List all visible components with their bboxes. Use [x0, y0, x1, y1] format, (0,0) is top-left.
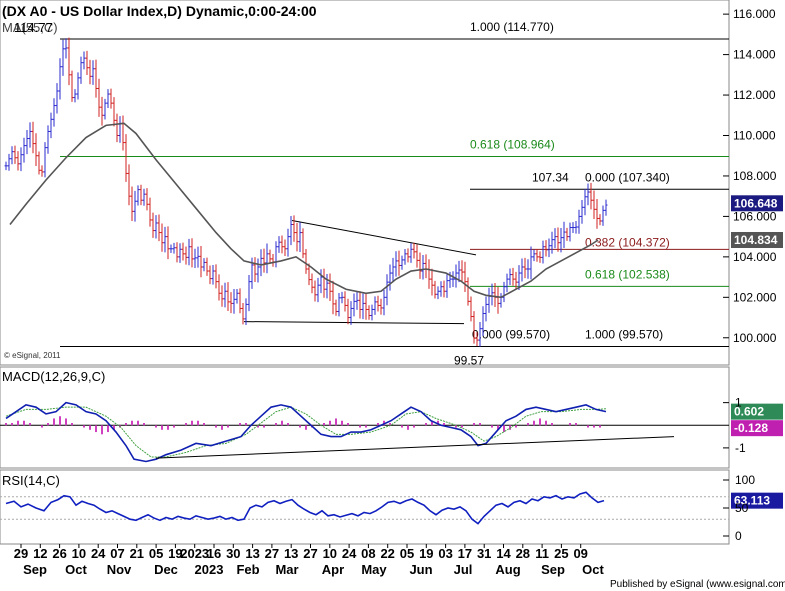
price-tick-label: 104.000	[733, 250, 777, 264]
x-tick-label: 31	[477, 546, 491, 561]
rsi-tick-label: 0	[735, 529, 742, 543]
publisher-credit: Published by eSignal (www.esignal.com)	[610, 579, 785, 590]
x-tick-label: 27	[265, 546, 279, 561]
x-tick-label: 19	[419, 546, 433, 561]
macd-signal-line	[5, 406, 607, 458]
price-trendline	[291, 219, 477, 256]
x-month-label: Jun	[409, 562, 432, 577]
chart-title: (DX A0 - US Dollar Index,D) Dynamic,0:00…	[2, 3, 317, 19]
x-tick-label: 24	[91, 546, 106, 561]
x-tick-label: 2023	[180, 546, 209, 561]
x-tick-label: 30	[226, 546, 240, 561]
x-tick-label: 21	[130, 546, 144, 561]
price-trendline	[243, 321, 465, 325]
price-tick-label: 100.000	[733, 331, 777, 345]
price-tick-label: 116.000	[733, 7, 776, 21]
rsi-value-badge-bg	[731, 492, 783, 509]
x-month-label: Jul	[454, 562, 473, 577]
rsi-panel-frame	[0, 469, 730, 545]
fib-label: 0.618 (108.964)	[470, 137, 555, 151]
macd-hist-badge-bg	[731, 420, 783, 437]
macd-line	[5, 401, 607, 463]
macd-tick-label: -1	[735, 441, 746, 455]
last-price-badge: 106.648	[734, 196, 778, 210]
x-tick-label: 16	[207, 546, 221, 561]
axis-layer: 116.000 114.000 112.000 110.000 108.000 106.0…	[14, 7, 777, 577]
x-tick-label: 09	[573, 546, 587, 561]
x-month-label: Mar	[275, 562, 298, 577]
x-tick-label: 22	[380, 546, 394, 561]
watermark: © eSignal, 2011	[4, 351, 61, 360]
price-tick-label: 112.000	[733, 88, 776, 102]
x-tick-label: 11	[535, 546, 549, 561]
x-month-label: Sep	[23, 562, 47, 577]
x-month-label: May	[361, 562, 387, 577]
rsi-title: RSI(14,C)	[2, 473, 60, 488]
x-tick-label: 12	[33, 546, 47, 561]
x-tick-label: 13	[284, 546, 298, 561]
x-month-label: Feb	[236, 562, 259, 577]
macd-title: MACD(12,26,9,C)	[2, 369, 105, 384]
macd-value-badge-bg	[731, 403, 783, 420]
x-month-label: Dec	[154, 562, 178, 577]
ma-label: MA(55,C)	[2, 20, 58, 35]
rsi-layer: RSI(14,C) 63.113	[0, 473, 783, 525]
last-price-badge-bg	[731, 195, 783, 212]
x-tick-label: 28	[516, 546, 530, 561]
x-month-label: Aug	[495, 562, 520, 577]
fib-label: 1.000 (114.770)	[470, 20, 554, 34]
rsi-value-badge: 63.113	[734, 494, 770, 508]
macd-panel-frame	[0, 366, 730, 469]
macd-trendline	[155, 436, 675, 459]
x-tick-label: 08	[361, 546, 375, 561]
price-tick-label: 110.000	[733, 129, 776, 143]
x-month-label: Apr	[322, 562, 344, 577]
x-month-label: Oct	[65, 562, 87, 577]
x-tick-label: 25	[554, 546, 568, 561]
macd-value-badge: 0.602	[734, 405, 764, 419]
price-tick-label: 108.000	[733, 169, 777, 183]
x-tick-label: 05	[400, 546, 414, 561]
price-panel-frame	[0, 0, 730, 366]
low-label: 99.57	[454, 353, 484, 367]
macd-layer: MACD(12,26,9,C) 0.602 -0.128	[0, 369, 783, 463]
fib-label: 0.000 (99.570)	[472, 327, 550, 341]
price-tick-label: 114.000	[733, 48, 776, 62]
price-tick-label: 106.000	[733, 209, 777, 223]
x-month-label: Nov	[107, 562, 132, 577]
x-tick-label: 05	[149, 546, 163, 561]
macd-tick-label: 1	[735, 396, 742, 410]
price-layer: 1.000 (114.770) 0.618 (108.964) 0.000 (107…	[4, 20, 783, 367]
x-month-label: Oct	[582, 562, 604, 577]
x-month-label: 2023	[195, 562, 224, 577]
fib-label: 0.618 (102.538)	[585, 267, 670, 281]
rsi-line	[5, 491, 605, 525]
x-tick-label: 14	[496, 546, 511, 561]
fib-label: 1.000 (99.570)	[585, 327, 663, 341]
macd-hist-badge: -0.128	[734, 421, 768, 435]
peak-label: 107.34	[532, 170, 569, 184]
fib-label: 0.382 (104.372)	[585, 235, 670, 249]
x-tick-label: 24	[342, 546, 357, 561]
x-tick-label: 17	[458, 546, 472, 561]
price-tick-label: 102.000	[733, 290, 777, 304]
x-month-label: Sep	[541, 562, 565, 577]
x-tick-label: 07	[110, 546, 124, 561]
x-tick-label: 10	[323, 546, 337, 561]
x-tick-label: 29	[14, 546, 28, 561]
x-tick-label: 19	[168, 546, 182, 561]
x-tick-label: 10	[72, 546, 86, 561]
x-tick-label: 27	[303, 546, 317, 561]
x-tick-label: 26	[52, 546, 66, 561]
x-tick-label: 03	[438, 546, 452, 561]
high-label: 114.77	[14, 20, 53, 35]
x-tick-label: 13	[245, 546, 259, 561]
ma-value-badge: 104.834	[734, 233, 778, 247]
rsi-tick-label: 50	[735, 501, 749, 515]
ma-value-badge-bg	[731, 231, 783, 248]
rsi-tick-label: 100	[735, 473, 755, 487]
moving-average-line	[9, 122, 599, 299]
fib-label: 0.000 (107.340)	[585, 170, 670, 184]
